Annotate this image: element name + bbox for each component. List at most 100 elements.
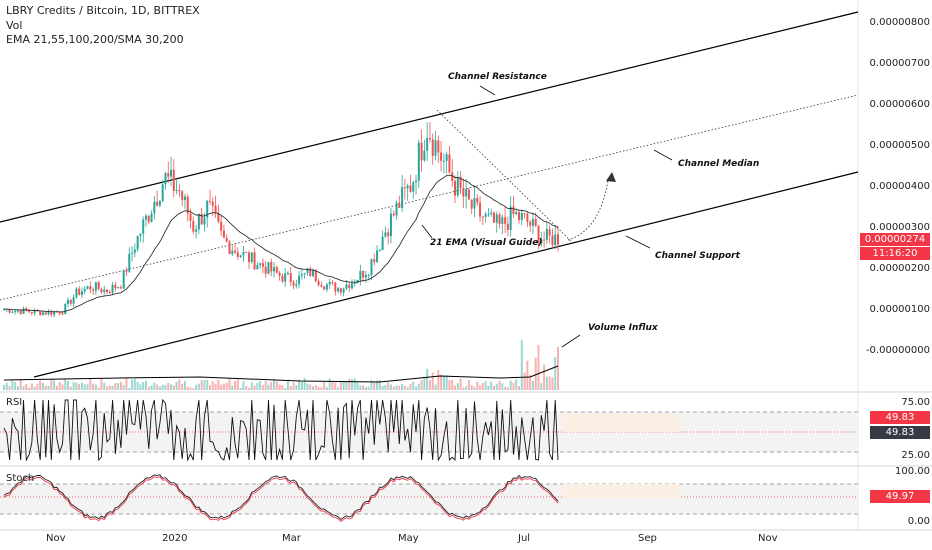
volume-bar [442,375,445,390]
volume-bar [518,386,521,390]
volume-bar [309,384,312,390]
volume-bar [197,383,200,390]
annotation-channel-resistance[interactable]: Channel Resistance [448,72,547,82]
candle-body [392,213,395,216]
volume-bar [487,385,490,390]
candle-body [245,251,248,253]
volume-bar [16,386,19,390]
candle-body [537,225,540,244]
volume-bar [192,387,195,390]
candle-body [220,221,223,231]
candle-body [376,250,379,263]
candle-body [211,201,214,206]
volume-bar [415,386,418,390]
candle-body [144,215,147,220]
candle-body [529,222,532,226]
volume-bar [515,379,518,390]
volume-bar [342,380,345,390]
volume-bar [30,383,33,390]
candle-body [337,288,340,292]
candle-body [501,217,504,224]
ema-label[interactable]: EMA 21,55,100,200/SMA 30,200 [6,33,184,46]
candle-body [423,150,426,161]
candle-body [122,270,125,289]
volume-ma-line [3,365,559,383]
volume-bar [214,384,217,390]
volume-bar [259,380,262,390]
volume-bar [181,383,184,390]
channel-median-line[interactable] [0,94,859,301]
volume-bar [106,386,109,390]
candle-body [487,213,490,215]
volume-bar [551,377,554,390]
candle-body [367,274,370,276]
candle-body [72,297,75,304]
candle-body [445,154,448,161]
countdown-tag: 11:16:20 [860,247,930,260]
vol-label[interactable]: Vol [6,19,23,32]
stoch-label[interactable]: Stoch [6,473,35,484]
volume-bar [94,384,97,390]
annotation-channel-support[interactable]: Channel Support [655,251,740,261]
volume-bar [401,383,404,390]
volume-bar [8,386,11,390]
annotation-volume-influx[interactable]: Volume Influx [588,323,658,333]
candle-body [239,255,242,257]
candle-body [512,206,515,215]
volume-bar [428,380,431,390]
candle-body [378,250,381,252]
current-price-tag[interactable]: 0.00000274 [860,233,930,246]
rsi-label[interactable]: RSI [6,397,23,408]
candle-body [206,200,209,218]
candle-body [172,169,175,191]
candle-body [222,230,225,238]
volume-bar [133,378,136,390]
time-tick: Mar [282,533,301,544]
volume-bar [50,378,53,390]
volume-bar [220,384,223,390]
rsi-highlight [562,414,680,432]
candle-body [364,274,367,278]
volume-bar [420,380,423,390]
candle-body [415,180,418,183]
candle-body [158,201,161,206]
volume-bar [92,383,95,390]
candle-body [453,181,456,196]
candle-body [448,154,451,173]
volume-bar [431,372,434,390]
volume-bar [278,384,281,390]
chart-title[interactable]: LBRY Credits / Bitcoin, 1D, BITTREX [6,4,200,17]
annotation-channel-median[interactable]: Channel Median [678,159,760,169]
volume-bar [492,385,495,390]
candle-body [39,311,42,316]
volume-bar [67,380,70,390]
volume-bar [434,384,437,390]
volume-bar [378,379,381,390]
annotation-ema-guide[interactable]: 21 EMA (Visual Guide) [430,238,543,248]
candle-body [434,140,437,156]
candle-body [495,214,498,223]
candle-body [89,286,92,290]
candle-body [548,229,551,236]
candle-body [348,284,351,289]
volume-bar [406,387,409,390]
volume-bar [373,382,376,390]
candle-body [192,220,195,232]
volume-bar [337,387,340,390]
candle-body [339,288,342,293]
volume-bar [312,386,315,390]
candle-body [153,201,156,214]
candle-body [214,205,217,214]
volume-bar [289,385,292,390]
candle-body [309,268,312,276]
stoch-highlight [562,484,680,498]
candle-body [395,202,398,216]
candle-body [306,268,309,274]
channel-resistance-line[interactable] [0,11,859,223]
candle-body [289,273,292,282]
candle-body [531,219,534,226]
volume-bar [484,381,487,390]
volume-bar [448,380,451,390]
channel-support-line[interactable] [33,171,859,378]
